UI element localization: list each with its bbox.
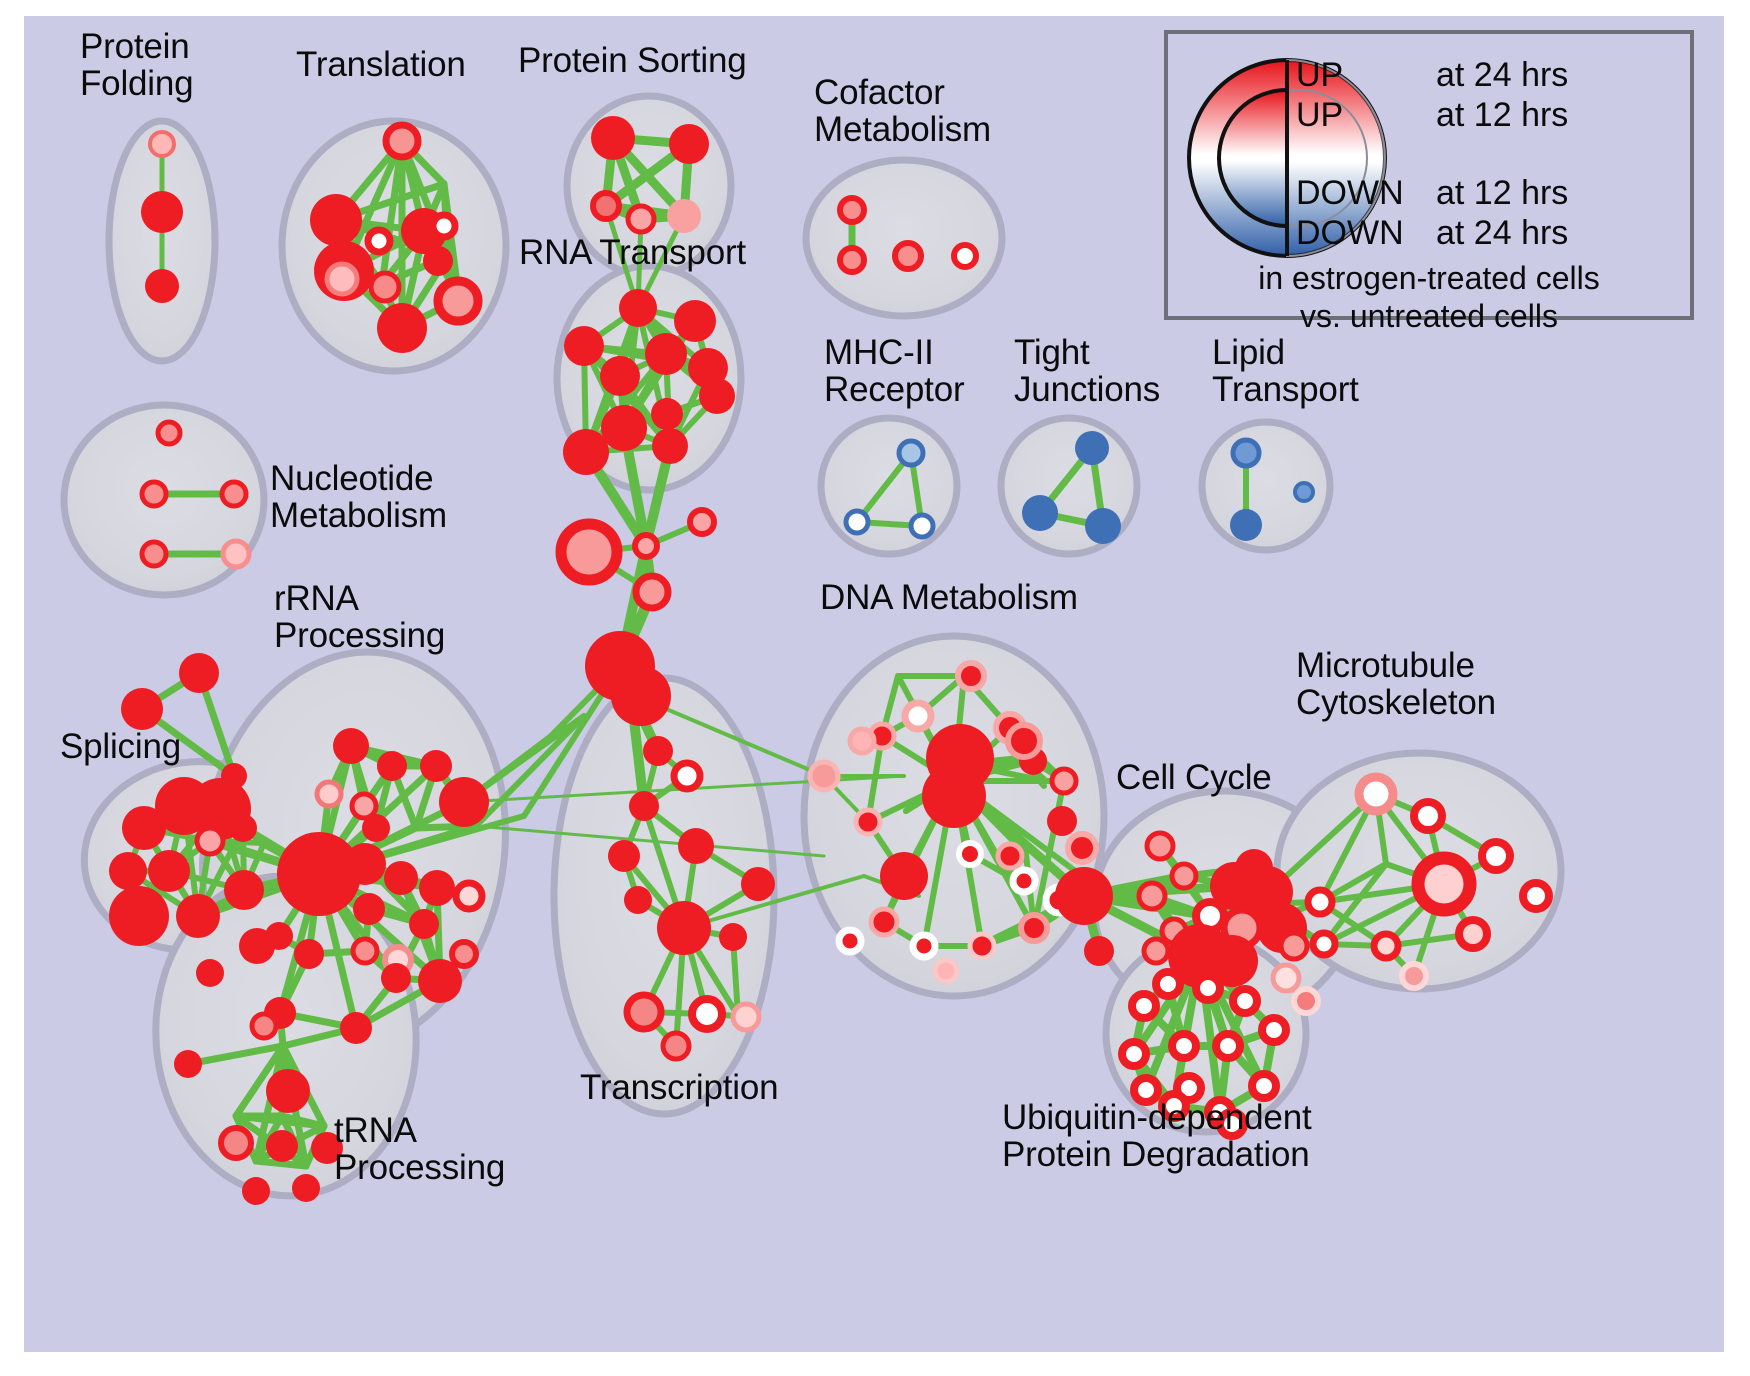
cluster-label-cofactor-metabolism: Cofactor Metabolism bbox=[814, 73, 991, 150]
cluster-label-rna-transport: RNA Transport bbox=[519, 233, 746, 272]
cluster-label-lipid-transport: Lipid Transport bbox=[1212, 333, 1359, 410]
legend-footer-line2: vs. untreated cells bbox=[1300, 298, 1558, 334]
network-graph bbox=[60, 92, 1565, 1205]
network-canvas: Protein Folding Translation Protein Sort… bbox=[24, 16, 1724, 1352]
cluster-label-mhc-ii-receptor: MHC-II Receptor bbox=[824, 333, 965, 410]
cluster-label-protein-sorting: Protein Sorting bbox=[518, 41, 747, 80]
legend-state-down-12: DOWN bbox=[1296, 174, 1404, 212]
legend-time-up-24: at 24 hrs bbox=[1436, 56, 1569, 94]
cluster-label-cell-cycle: Cell Cycle bbox=[1116, 758, 1272, 797]
legend-state-down-24: DOWN bbox=[1296, 214, 1404, 252]
cluster-label-transcription: Transcription bbox=[580, 1068, 779, 1107]
legend-time-down-24: at 24 hrs bbox=[1436, 214, 1569, 252]
legend-panel: UP at 24 hrs UP at 12 hrs DOWN at 12 hrs… bbox=[1164, 30, 1694, 334]
network-nodes bbox=[109, 116, 1553, 1205]
blob-cofactor-metabolism bbox=[802, 156, 1006, 320]
cluster-label-tight-junctions: Tight Junctions bbox=[1014, 333, 1161, 410]
cluster-label-microtubule-cytoskeleton: Microtubule Cytoskeleton bbox=[1296, 646, 1496, 723]
cluster-label-rrna-processing: rRNA Processing bbox=[274, 579, 446, 656]
blob-mhc-ii-receptor bbox=[817, 414, 961, 558]
legend-time-down-12: at 12 hrs bbox=[1436, 174, 1569, 212]
cluster-label-trna-processing: tRNA Processing bbox=[334, 1111, 506, 1188]
cluster-label-nucleotide-metabolism: Nucleotide Metabolism bbox=[270, 459, 447, 536]
cluster-label-splicing: Splicing bbox=[60, 727, 181, 766]
legend-node-diagram bbox=[1187, 58, 1387, 258]
cluster-label-protein-folding: Protein Folding bbox=[80, 27, 194, 104]
legend-state-up-12: UP bbox=[1296, 96, 1344, 134]
cluster-label-translation: Translation bbox=[296, 45, 466, 84]
cluster-label-dna-metabolism: DNA Metabolism bbox=[820, 578, 1078, 617]
cluster-label-ubiquitin-degradation: Ubiquitin-dependent Protein Degradation bbox=[1002, 1098, 1312, 1175]
legend-state-up-24: UP bbox=[1296, 56, 1344, 94]
legend-time-up-12: at 12 hrs bbox=[1436, 96, 1569, 134]
legend-footer-line1: in estrogen-treated cells bbox=[1258, 260, 1600, 296]
